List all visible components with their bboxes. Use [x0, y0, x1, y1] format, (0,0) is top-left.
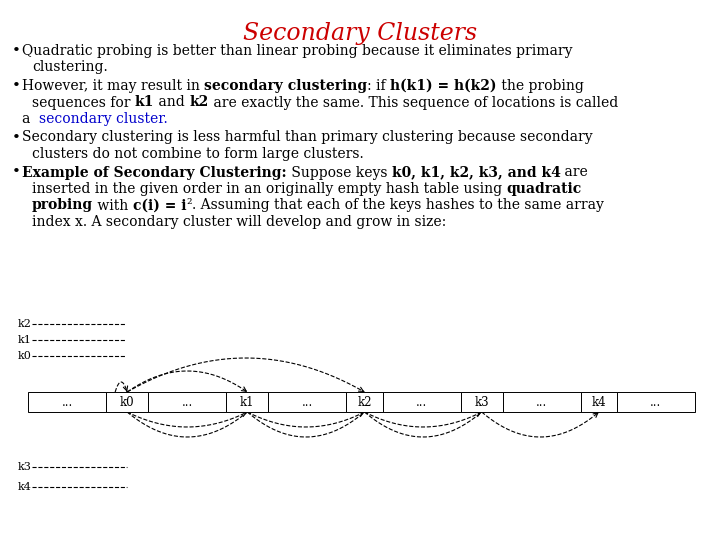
Text: index x. A secondary cluster will develop and grow in size:: index x. A secondary cluster will develo… [32, 215, 446, 229]
Text: the probing: the probing [497, 79, 584, 93]
Text: k4: k4 [592, 395, 606, 408]
Bar [503, 392, 581, 412]
Text: are exactly the same. This sequence of locations is called: are exactly the same. This sequence of l… [209, 96, 618, 110]
Bar [346, 392, 382, 412]
Text: Secondary Clusters: Secondary Clusters [243, 22, 477, 45]
Text: k4: k4 [18, 482, 32, 492]
Text: . Assuming that each of the keys hashes to the same array: . Assuming that each of the keys hashes … [192, 199, 604, 213]
Text: probing: probing [32, 199, 93, 213]
Text: •: • [12, 79, 21, 93]
Text: k3: k3 [18, 462, 32, 472]
Bar [148, 392, 226, 412]
Bar [617, 392, 695, 412]
Text: ²: ² [186, 199, 192, 213]
Text: clusters do not combine to form large clusters.: clusters do not combine to form large cl… [32, 147, 364, 161]
Text: and: and [154, 96, 189, 110]
Text: k3: k3 [474, 395, 489, 408]
Text: k0: k0 [120, 395, 135, 408]
Text: Example of Secondary Clustering:: Example of Secondary Clustering: [22, 165, 287, 179]
Text: c(i) = i: c(i) = i [132, 199, 186, 213]
Text: a: a [22, 112, 39, 126]
Text: k0: k0 [18, 351, 32, 361]
Text: ...: ... [61, 395, 73, 408]
Text: inserted in the given order in an originally empty hash table using: inserted in the given order in an origin… [32, 182, 506, 196]
Text: k2: k2 [189, 96, 209, 110]
Text: k1: k1 [135, 96, 154, 110]
Text: ...: ... [416, 395, 427, 408]
Bar [226, 392, 269, 412]
Text: •: • [12, 165, 21, 179]
Text: k1: k1 [18, 335, 32, 345]
Text: secondary cluster.: secondary cluster. [39, 112, 168, 126]
Text: ...: ... [536, 395, 547, 408]
Text: ...: ... [302, 395, 313, 408]
Text: Secondary clustering is less harmful than primary clustering because secondary: Secondary clustering is less harmful tha… [22, 131, 593, 145]
Text: ...: ... [181, 395, 193, 408]
Text: k2: k2 [18, 319, 32, 329]
Text: clustering.: clustering. [32, 60, 108, 75]
Bar [269, 392, 346, 412]
Text: •: • [12, 44, 21, 58]
Text: h(k1) = h(k2): h(k1) = h(k2) [390, 79, 497, 93]
Bar [461, 392, 503, 412]
Bar [106, 392, 148, 412]
Text: quadratic: quadratic [506, 182, 582, 196]
Text: However, it may result in: However, it may result in [22, 79, 204, 93]
Text: k1: k1 [240, 395, 255, 408]
Text: are: are [560, 165, 588, 179]
Bar [28, 392, 106, 412]
Text: sequences for: sequences for [32, 96, 135, 110]
Text: k0, k1, k2, k3, and k4: k0, k1, k2, k3, and k4 [392, 165, 560, 179]
Text: : if: : if [367, 79, 390, 93]
Text: •: • [12, 131, 21, 145]
Bar [581, 392, 617, 412]
Text: k2: k2 [357, 395, 372, 408]
Bar [382, 392, 461, 412]
Text: Quadratic probing is better than linear probing because it eliminates primary: Quadratic probing is better than linear … [22, 44, 572, 58]
Text: secondary clustering: secondary clustering [204, 79, 367, 93]
Text: ...: ... [650, 395, 662, 408]
Text: Suppose keys: Suppose keys [287, 165, 392, 179]
Text: with: with [93, 199, 132, 213]
